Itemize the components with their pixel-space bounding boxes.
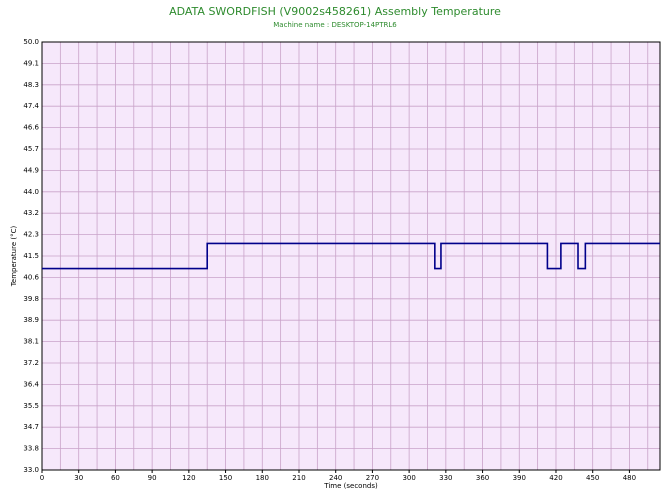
y-tick-label: 43.2 <box>23 209 39 217</box>
y-tick-label: 37.2 <box>23 359 39 367</box>
y-tick-label: 44.0 <box>23 188 39 196</box>
x-tick-label: 240 <box>329 474 342 482</box>
y-tick-label: 42.3 <box>23 231 39 239</box>
x-axis-label: Time (seconds) <box>323 482 378 490</box>
chart-subtitle: Machine name : DESKTOP-14PTRL6 <box>273 21 397 29</box>
y-tick-label: 38.1 <box>23 338 39 346</box>
y-tick-label: 33.8 <box>23 445 39 453</box>
x-tick-label: 420 <box>549 474 562 482</box>
y-tick-label: 38.9 <box>23 316 39 324</box>
plot-border <box>41 41 661 471</box>
x-tick-label: 450 <box>586 474 599 482</box>
line-series <box>42 242 660 270</box>
y-tick-label: 49.1 <box>23 59 39 67</box>
x-tick-label: 90 <box>148 474 157 482</box>
x-tick-label: 60 <box>111 474 120 482</box>
x-tick-label: 150 <box>219 474 232 482</box>
y-tick-label: 44.9 <box>23 166 39 174</box>
y-tick-label: 47.4 <box>23 102 39 110</box>
y-tick-label: 48.3 <box>23 81 39 89</box>
x-tick-label: 180 <box>256 474 269 482</box>
y-tick-label: 36.4 <box>23 380 39 388</box>
y-tick-label: 39.8 <box>23 295 39 303</box>
x-tick-label: 300 <box>402 474 415 482</box>
x-tick-label: 390 <box>513 474 526 482</box>
x-tick-label: 270 <box>366 474 379 482</box>
x-tick-label: 120 <box>182 474 195 482</box>
chart-title: ADATA SWORDFISH (V9002s458261) Assembly … <box>169 5 501 18</box>
y-tick-label: 41.5 <box>23 252 39 260</box>
y-tick-label: 46.6 <box>23 124 39 132</box>
x-tick-label: 480 <box>623 474 636 482</box>
y-tick-label: 33.0 <box>23 466 39 474</box>
x-tick-label: 330 <box>439 474 452 482</box>
x-tick-label: 30 <box>74 474 83 482</box>
x-tick-label: 210 <box>292 474 305 482</box>
y-tick-label: 34.7 <box>23 423 39 431</box>
y-tick-label: 50.0 <box>23 38 39 46</box>
y-axis-label: Temperature (°C) <box>10 226 18 288</box>
y-tick-label: 40.6 <box>23 273 39 281</box>
y-tick-label: 35.5 <box>23 402 39 410</box>
x-tick-label: 360 <box>476 474 489 482</box>
x-tick-label: 0 <box>40 474 44 482</box>
y-tick-label: 45.7 <box>23 145 39 153</box>
